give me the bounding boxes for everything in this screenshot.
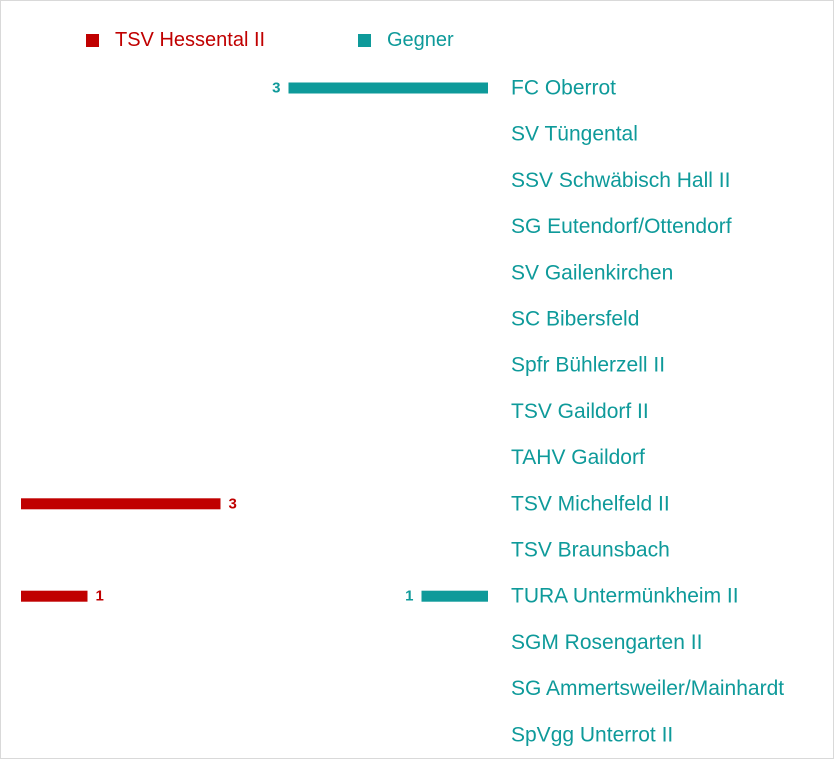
- category-label: SV Tüngental: [511, 123, 638, 146]
- category-label: TSV Michelfeld II: [511, 492, 670, 515]
- category-label: SV Gailenkirchen: [511, 261, 673, 284]
- category-label: TAHV Gaildorf: [511, 446, 645, 469]
- category-label: SSV Schwäbisch Hall II: [511, 169, 730, 192]
- legend-swatch-away: [358, 34, 371, 47]
- legend: TSV Hessental II Gegner: [1, 29, 834, 57]
- bar-away: [421, 590, 488, 602]
- bar-away: [288, 82, 488, 94]
- data-label-away: 1: [405, 588, 413, 605]
- category-label: SG Ammertsweiler/Mainhardt: [511, 677, 784, 700]
- legend-swatch-home: [86, 34, 99, 47]
- data-label-away: 3: [272, 80, 280, 97]
- category-label: SGM Rosengarten II: [511, 631, 702, 654]
- legend-label-home: TSV Hessental II: [115, 29, 266, 51]
- bar-home: [21, 590, 88, 602]
- data-label-home: 1: [96, 588, 104, 605]
- category-label: Spfr Bühlerzell II: [511, 354, 665, 377]
- category-label: SC Bibersfeld: [511, 308, 639, 331]
- category-label: TURA Untermünkheim II: [511, 585, 739, 608]
- category-label: TSV Gaildorf II: [511, 400, 649, 423]
- category-label: SG Eutendorf/Ottendorf: [511, 215, 732, 238]
- bar-home: [21, 498, 221, 510]
- category-label: TSV Braunsbach: [511, 539, 670, 562]
- legend-item-away: Gegner: [358, 29, 454, 52]
- category-label: SpVgg Unterrot II: [511, 723, 673, 746]
- legend-label-away: Gegner: [387, 29, 454, 51]
- legend-item-home: TSV Hessental II: [86, 29, 265, 52]
- category-label: FC Oberrot: [511, 77, 616, 100]
- data-label-home: 3: [229, 495, 237, 512]
